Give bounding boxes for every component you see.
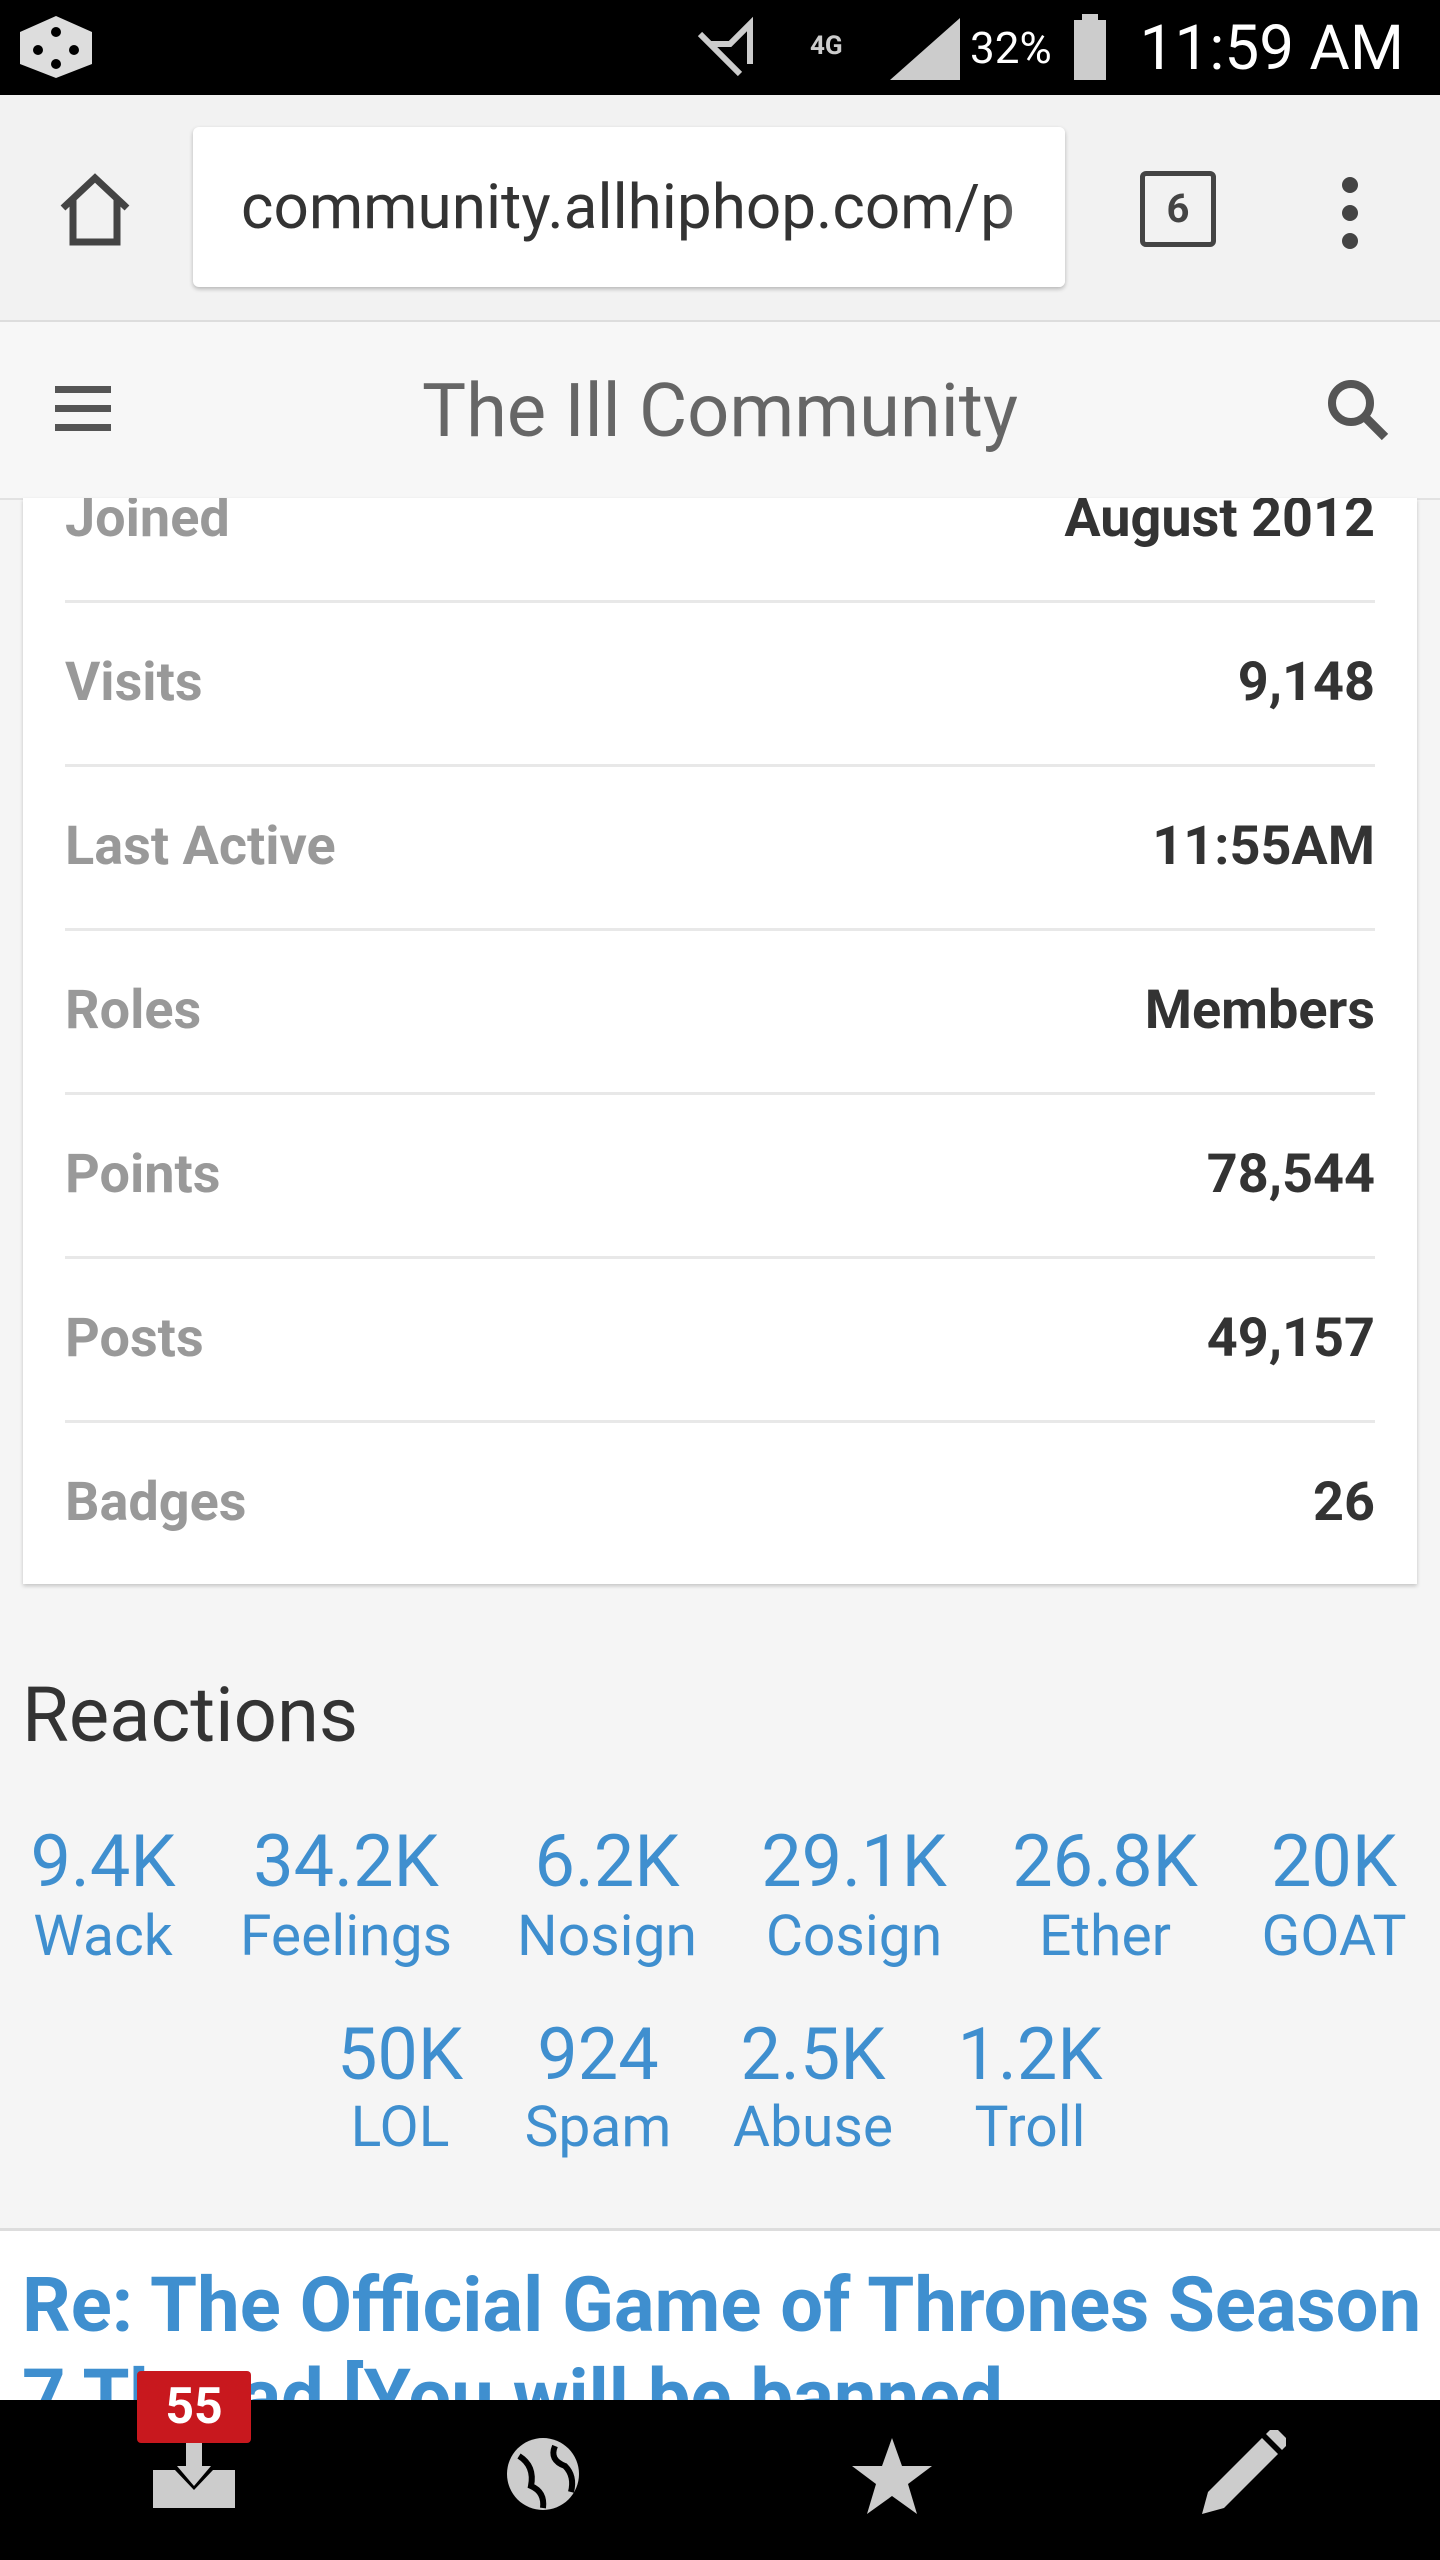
clock: 11:59 AM xyxy=(1139,12,1404,85)
browser-toolbar: community.allhiphop.com/p 6 xyxy=(0,95,1440,322)
home-button[interactable] xyxy=(55,170,135,250)
reaction-label: Abuse xyxy=(732,2093,894,2160)
reaction-label: Cosign xyxy=(765,1902,943,1969)
reaction-count: 26.8K xyxy=(1012,1819,1198,1904)
reaction-count: 2.5K xyxy=(740,2012,886,2097)
reaction-count: 9.4K xyxy=(30,1819,176,1904)
row-value: Members xyxy=(1144,979,1375,1042)
row-label: Posts xyxy=(65,1307,204,1370)
reaction-label: Ether xyxy=(1039,1902,1171,1969)
reaction-count: 34.2K xyxy=(253,1819,439,1904)
hamburger-menu[interactable] xyxy=(55,384,111,434)
menu-button[interactable] xyxy=(1330,173,1370,253)
site-header: The Ill Community xyxy=(0,322,1440,500)
row-divider xyxy=(65,600,1375,603)
reaction-count: 20K xyxy=(1270,1819,1398,1904)
row-label: Visits xyxy=(65,651,203,714)
post-title[interactable]: Re: The Official Game of Thrones Season … xyxy=(22,2260,1422,2403)
row-label: Badges xyxy=(65,1471,247,1534)
notification-badge: 55 xyxy=(137,2371,251,2443)
reaction-label: Feelings xyxy=(240,1902,452,1969)
row-label: Last Active xyxy=(65,815,336,878)
reaction-label: LOL xyxy=(350,2093,450,2160)
row-divider xyxy=(65,764,1375,767)
row-value: 78,544 xyxy=(1206,1143,1375,1206)
reaction-label: Troll xyxy=(974,2093,1086,2160)
reaction-label: GOAT xyxy=(1261,1902,1407,1969)
globe-button[interactable] xyxy=(505,2436,581,2512)
reaction-count: 50K xyxy=(336,2012,464,2097)
reaction-count: 29.1K xyxy=(761,1819,947,1904)
row-divider xyxy=(65,928,1375,931)
status-icons: 4G xyxy=(697,16,960,80)
reactions-heading: Reactions xyxy=(22,1670,359,1760)
reaction-count: 1.2K xyxy=(957,2012,1103,2097)
reaction-label: Nosign xyxy=(517,1902,697,1969)
search-button[interactable] xyxy=(1325,377,1391,443)
favorites-button[interactable] xyxy=(850,2436,934,2516)
status-bar: 4G 32% 11:59 AM xyxy=(0,0,1440,95)
reaction-count: 924 xyxy=(537,2012,659,2097)
edit-button[interactable] xyxy=(1200,2430,1286,2516)
reaction-label: Wack xyxy=(33,1902,173,1969)
svg-text:4G: 4G xyxy=(810,31,843,61)
reaction-count: 6.2K xyxy=(534,1819,680,1904)
row-value: 49,157 xyxy=(1206,1307,1375,1370)
profile-card: Joined August 2012 Visits 9,148 Last Active 1… xyxy=(23,498,1417,1584)
app-icon xyxy=(20,16,92,78)
row-label: Roles xyxy=(65,979,202,1042)
reaction-label: Spam xyxy=(524,2093,672,2160)
row-value: 9,148 xyxy=(1237,651,1375,714)
row-divider xyxy=(65,1092,1375,1095)
address-bar[interactable]: community.allhiphop.com/p xyxy=(193,127,1065,287)
url-text: community.allhiphop.com/p xyxy=(241,171,1015,244)
row-divider xyxy=(65,1256,1375,1259)
row-label: Points xyxy=(65,1143,221,1206)
inbox-button[interactable] xyxy=(153,2440,235,2510)
row-value: 11:55AM xyxy=(1152,815,1375,878)
row-value: August 2012 xyxy=(1064,498,1375,550)
row-divider xyxy=(65,1420,1375,1423)
row-value: 26 xyxy=(1313,1471,1375,1534)
site-title: The Ill Community xyxy=(421,368,1018,455)
post-item: Re: The Official Game of Thrones Season … xyxy=(0,2228,1440,2403)
battery-level: 32% xyxy=(970,22,1052,74)
tab-switcher[interactable]: 6 xyxy=(1140,171,1216,247)
battery-icon xyxy=(1074,14,1106,80)
row-label: Joined xyxy=(65,498,230,550)
